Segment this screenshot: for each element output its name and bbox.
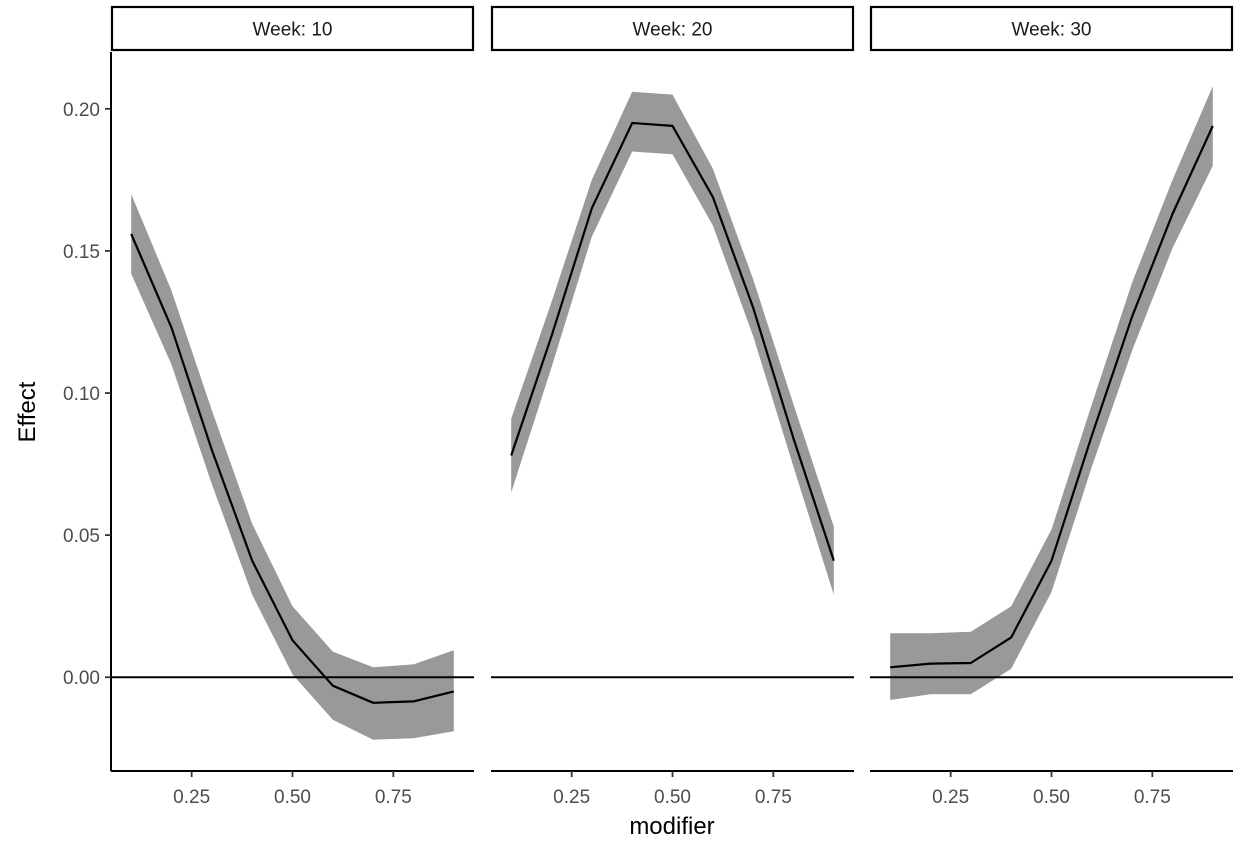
x-tick-label: 0.75 bbox=[375, 787, 412, 808]
x-tick-label: 0.50 bbox=[274, 787, 311, 808]
effect-lines bbox=[130, 121, 1214, 704]
x-tick-label: 0.50 bbox=[654, 787, 691, 808]
y-tick-label: 0.00 bbox=[63, 668, 100, 689]
x-tick-label: 0.75 bbox=[1134, 787, 1171, 808]
y-axis-title: Effect bbox=[14, 381, 41, 442]
effect-line bbox=[890, 125, 1214, 669]
confidence-ribbon bbox=[131, 194, 454, 740]
y-tick-label: 0.15 bbox=[63, 242, 100, 263]
facet-strip-label: Week: 30 bbox=[1012, 20, 1092, 41]
x-tick-label: 0.25 bbox=[932, 787, 969, 808]
facet-strip-label: Week: 20 bbox=[633, 20, 713, 41]
x-axis-title: modifier bbox=[629, 813, 714, 840]
x-tick-label: 0.75 bbox=[755, 787, 792, 808]
facet-strip-box bbox=[869, 5, 1234, 52]
y-tick-label: 0.10 bbox=[63, 384, 100, 405]
x-tick-label: 0.25 bbox=[173, 787, 210, 808]
effect-line bbox=[510, 121, 835, 562]
facet-strip-box bbox=[490, 5, 855, 52]
x-tick-label: 0.25 bbox=[553, 787, 590, 808]
facet-strips: Week: 10 Week: 20 Week: 30 bbox=[110, 5, 1234, 52]
y-tick-label: 0.20 bbox=[63, 100, 100, 121]
x-tick-label: 0.50 bbox=[1033, 787, 1070, 808]
axes: 0.25 0.50 0.75 0.25 0.50 0.75 0.25 0.50 0.75 0.00… bbox=[63, 52, 1233, 808]
confidence-ribbon bbox=[511, 91, 834, 595]
confidence-ribbon bbox=[890, 86, 1213, 701]
facet-strip-label: Week: 10 bbox=[253, 20, 333, 41]
facet-strip-box bbox=[110, 5, 475, 52]
confidence-ribbons bbox=[131, 86, 1213, 740]
y-tick-label: 0.05 bbox=[63, 526, 100, 547]
effect-line bbox=[130, 233, 455, 704]
